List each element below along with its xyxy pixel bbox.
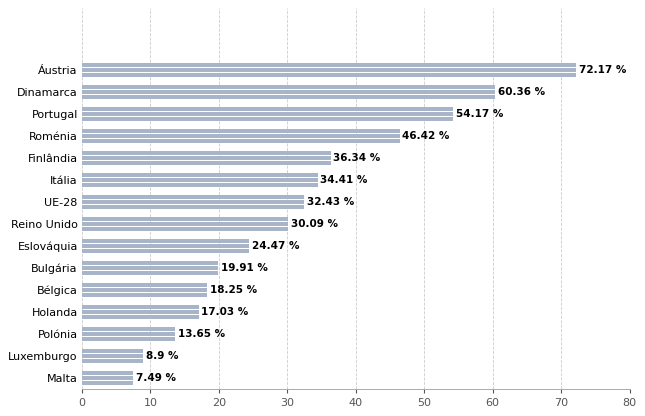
Bar	[82, 349, 143, 353]
Bar	[82, 205, 304, 208]
Bar	[82, 305, 199, 309]
Bar	[82, 90, 495, 94]
Bar	[82, 139, 400, 143]
Bar	[82, 95, 495, 99]
Bar	[82, 283, 207, 287]
Bar	[82, 151, 331, 155]
Bar	[82, 327, 175, 331]
Bar	[82, 261, 218, 265]
Bar	[82, 288, 207, 292]
Bar	[82, 68, 576, 72]
Bar	[82, 156, 331, 160]
Bar	[82, 85, 495, 89]
Bar	[82, 178, 317, 182]
Bar	[82, 217, 288, 221]
Text: 46.42 %: 46.42 %	[402, 131, 450, 141]
Text: 17.03 %: 17.03 %	[201, 307, 248, 317]
Bar	[82, 134, 400, 138]
Bar	[82, 332, 175, 336]
Text: 8.9 %: 8.9 %	[146, 351, 178, 361]
Bar	[82, 63, 576, 67]
Bar	[82, 293, 207, 297]
Bar	[82, 227, 288, 230]
Text: 19.91 %: 19.91 %	[221, 263, 268, 273]
Text: 18.25 %: 18.25 %	[210, 285, 257, 295]
Bar	[82, 310, 199, 314]
Text: 36.34 %: 36.34 %	[333, 153, 381, 163]
Bar	[82, 249, 250, 253]
Text: 34.41 %: 34.41 %	[321, 175, 368, 185]
Text: 54.17 %: 54.17 %	[455, 109, 503, 119]
Text: 32.43 %: 32.43 %	[307, 197, 354, 207]
Bar	[82, 117, 453, 121]
Bar	[82, 381, 134, 385]
Bar	[82, 354, 143, 358]
Bar	[82, 173, 317, 177]
Bar	[82, 315, 199, 319]
Bar	[82, 222, 288, 226]
Bar	[82, 73, 576, 77]
Bar	[82, 107, 453, 111]
Bar	[82, 112, 453, 116]
Bar	[82, 371, 134, 375]
Text: 13.65 %: 13.65 %	[178, 329, 225, 339]
Bar	[82, 266, 218, 270]
Bar	[82, 200, 304, 204]
Bar	[82, 161, 331, 165]
Bar	[82, 129, 400, 133]
Text: 30.09 %: 30.09 %	[291, 219, 338, 229]
Bar	[82, 337, 175, 341]
Bar	[82, 271, 218, 275]
Bar	[82, 195, 304, 199]
Text: 60.36 %: 60.36 %	[498, 87, 545, 97]
Bar	[82, 244, 250, 248]
Text: 72.17 %: 72.17 %	[579, 65, 626, 75]
Text: 24.47 %: 24.47 %	[252, 241, 300, 251]
Bar	[82, 376, 134, 380]
Bar	[82, 359, 143, 363]
Bar	[82, 183, 317, 187]
Text: 7.49 %: 7.49 %	[136, 373, 176, 383]
Bar	[82, 239, 250, 243]
